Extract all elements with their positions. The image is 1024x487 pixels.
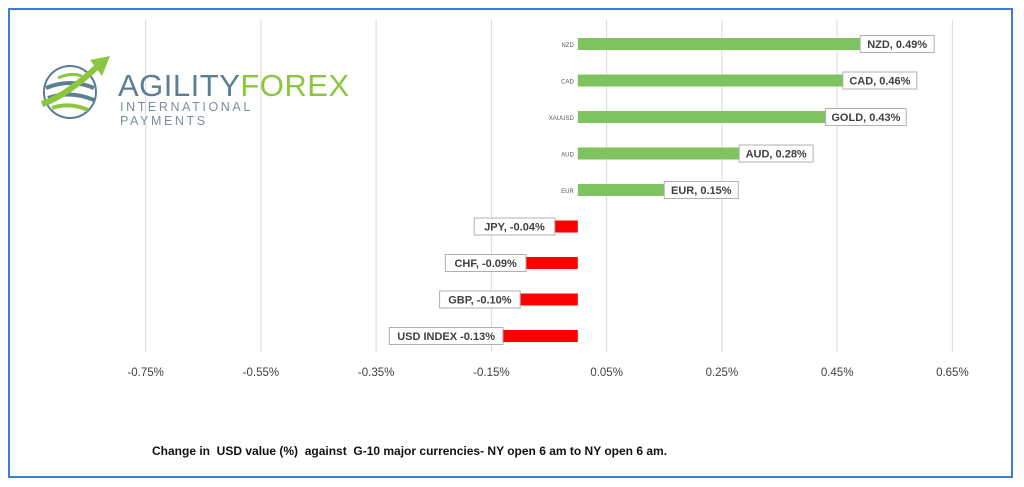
agility-forex-logo: AGILITYFOREX INTERNATIONAL PAYMENTS: [36, 48, 349, 128]
category-label: CAD: [561, 80, 574, 86]
data-label: GBP, -0.10%: [448, 295, 512, 307]
data-label: CHF, -0.09%: [454, 258, 517, 270]
category-label: EUR: [561, 189, 574, 195]
category-label: XAUUSD: [549, 116, 575, 122]
data-label: GOLD, 0.43%: [831, 112, 900, 124]
category-label: AUD: [561, 153, 574, 159]
data-label-box: [663, 181, 739, 199]
bar: [577, 184, 665, 196]
x-tick-label: 0.45%: [821, 367, 854, 379]
x-tick-label: -0.55%: [243, 367, 279, 379]
x-tick-label: -0.75%: [127, 367, 163, 379]
chart-caption: Change in USD value (%) against G-10 maj…: [152, 444, 668, 458]
globe-arrow-icon: [40, 56, 110, 119]
data-label: AUD, 0.28%: [746, 149, 807, 161]
data-label-box: [473, 217, 556, 236]
data-label: NZD, 0.49%: [867, 39, 927, 51]
x-tick-label: -0.35%: [358, 367, 394, 379]
data-label: EUR, 0.15%: [671, 185, 732, 197]
data-label: CAD, 0.46%: [849, 76, 910, 88]
logo-tagline: INTERNATIONAL PAYMENTS: [120, 100, 253, 128]
bar: [577, 147, 740, 160]
data-label-box: [444, 254, 527, 272]
data-label-box: [842, 71, 918, 90]
bar: [525, 257, 578, 269]
data-label-box: [439, 290, 521, 309]
bar: [520, 293, 578, 306]
x-tick-label: 0.65%: [936, 367, 969, 379]
bar: [554, 220, 578, 233]
bar: [577, 111, 826, 123]
bar: [502, 330, 578, 342]
data-label-box: [825, 108, 907, 126]
bar: [577, 38, 861, 50]
bar: [577, 74, 843, 87]
data-label-box: [738, 144, 814, 163]
category-label: NZD: [561, 43, 574, 49]
data-label: JPY, -0.04%: [484, 222, 545, 234]
data-label: USD INDEX -0.13%: [397, 331, 495, 343]
x-tick-label: 0.05%: [590, 367, 623, 379]
x-tick-label: -0.15%: [473, 367, 509, 379]
logo-wordmark: AGILITYFOREX: [118, 68, 350, 103]
data-label-box: [859, 35, 935, 53]
x-tick-label: 0.25%: [706, 367, 739, 379]
data-label-box: [388, 327, 504, 345]
